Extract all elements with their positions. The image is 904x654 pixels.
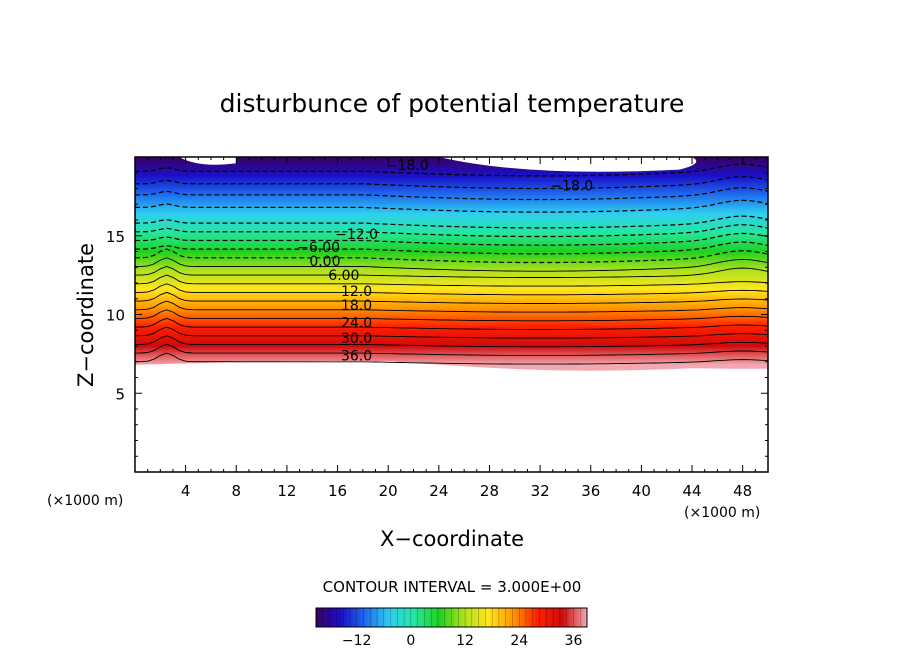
contour-line <box>135 291 768 304</box>
contour-label: 12.0 <box>341 284 372 300</box>
x-tick-label: 4 <box>181 482 191 500</box>
contour-label: −12.0 <box>335 227 378 243</box>
contour-line <box>135 274 768 287</box>
contour-interval-text: CONTOUR INTERVAL = 3.000E+00 <box>323 578 582 596</box>
contour-line <box>135 343 768 356</box>
contour-line <box>135 257 768 272</box>
x-unit-label-left: (×1000 m) <box>47 493 123 509</box>
x-tick-label: 32 <box>531 482 550 500</box>
contour-line <box>135 163 768 177</box>
contour-label: 18.0 <box>341 298 372 314</box>
x-tick-label: 48 <box>733 482 752 500</box>
colorbar-tick-label: −12 <box>342 633 372 649</box>
temperature-field <box>135 157 768 371</box>
contour-label: −18.0 <box>386 158 429 174</box>
y-axis-ticks: 5 10 15 <box>106 156 768 473</box>
x-tick-label: 24 <box>429 482 448 500</box>
contour-line <box>135 335 768 348</box>
x-tick-label: 28 <box>480 482 499 500</box>
contour-labels: −18.0 −18.0 −12.0−6.000.006.0012.018.024.0… <box>297 158 593 365</box>
contour-label: −6.00 <box>297 240 340 256</box>
x-tick-label: 44 <box>682 482 701 500</box>
x-axis-title: X−coordinate <box>380 527 524 551</box>
upper-white-patch-right <box>438 157 697 172</box>
contour-line <box>135 224 768 238</box>
x-tick-label: 8 <box>232 482 242 500</box>
contour-lines <box>135 163 768 365</box>
contour-line <box>135 326 768 339</box>
colorbar-tick-label: 0 <box>406 633 415 649</box>
contour-label: 36.0 <box>341 348 372 364</box>
upper-white-patch <box>179 157 237 165</box>
x-tick-label: 12 <box>277 482 296 500</box>
contour-line <box>135 241 768 255</box>
contour-line <box>135 352 768 365</box>
contour-line <box>135 215 768 229</box>
x-unit-label-right: (×1000 m) <box>684 505 760 521</box>
colorbar-tick-label: 12 <box>456 633 474 649</box>
contour-label: 0.00 <box>309 254 340 270</box>
contour-line <box>135 309 768 322</box>
y-tick-label: 5 <box>115 385 125 403</box>
contour-line <box>135 187 768 201</box>
contour-line <box>135 317 768 330</box>
contour-line <box>135 283 768 296</box>
contour-line <box>135 248 768 264</box>
contour-line <box>135 232 768 246</box>
y-tick-label: 10 <box>106 307 125 325</box>
x-tick-label: 20 <box>379 482 398 500</box>
x-axis-ticks: 4 8 12 16 20 24 28 32 36 40 44 48 <box>134 157 769 500</box>
colorbar-ticks: −12 0 12 24 36 <box>342 633 583 649</box>
contour-label: 6.00 <box>328 268 359 284</box>
x-tick-label: 16 <box>328 482 347 500</box>
contour-label: −18.0 <box>550 178 593 194</box>
colorbar-segments <box>315 608 588 627</box>
x-tick-label: 36 <box>581 482 600 500</box>
contour-line <box>135 266 768 278</box>
contour-label: 30.0 <box>341 331 372 347</box>
x-tick-label: 40 <box>632 482 651 500</box>
colorbar-tick-label: 24 <box>510 633 528 649</box>
colorbar-tick-label: 36 <box>565 633 583 649</box>
contour-label: 24.0 <box>341 315 372 331</box>
y-tick-label: 15 <box>106 228 125 246</box>
contour-line <box>135 199 768 213</box>
contour-line <box>135 176 768 190</box>
contour-line <box>135 300 768 313</box>
y-axis-title: Z−coordinate <box>74 243 98 387</box>
chart-title: disturbunce of potential temperature <box>220 89 685 118</box>
